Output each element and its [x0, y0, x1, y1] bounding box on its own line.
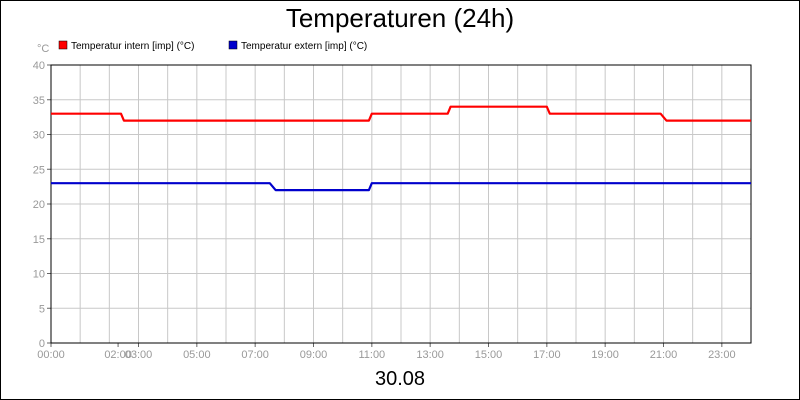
y-tick-label: 10	[33, 269, 45, 281]
y-tick-label: 15	[33, 234, 45, 246]
x-tick-label: 05:00	[183, 349, 211, 361]
x-tick-label: 19:00	[591, 349, 619, 361]
y-tick-label: 25	[33, 164, 45, 176]
x-tick-label: 07:00	[241, 349, 269, 361]
y-tick-label: 30	[33, 130, 45, 142]
plot-border	[50, 64, 752, 344]
x-tick-label: 15:00	[475, 349, 503, 361]
series-line-0	[51, 105, 751, 122]
series-line-1	[51, 182, 751, 192]
x-tick-label: 00:00	[37, 349, 65, 361]
x-tick-label: 21:00	[650, 349, 678, 361]
legend-swatch-1	[228, 40, 238, 50]
x-tick-label: 17:00	[533, 349, 561, 361]
legend-label-0: Temperatur intern [imp] (°C)	[71, 41, 194, 52]
x-tick-label: 13:00	[416, 349, 444, 361]
y-tick-label: 40	[33, 60, 45, 72]
legend-swatch-0	[58, 40, 68, 50]
y-tick-label: 20	[33, 199, 45, 211]
x-tick-label: 03:00	[125, 349, 153, 361]
y-tick-label: 0	[39, 338, 45, 350]
y-axis-unit: °C	[37, 43, 49, 55]
chart-title: Temperaturen (24h)	[285, 3, 515, 33]
x-tick-label: 11:00	[358, 349, 385, 361]
legend-label-1: Temperatur extern [imp] (°C)	[241, 41, 367, 52]
x-tick-label: 23:00	[708, 349, 736, 361]
y-tick-label: 5	[39, 303, 45, 315]
y-tick-label: 35	[33, 95, 45, 107]
date-label: 30.08	[374, 368, 426, 390]
x-tick-label: 09:00	[300, 349, 328, 361]
x-tick-label: 02:00	[104, 349, 132, 361]
